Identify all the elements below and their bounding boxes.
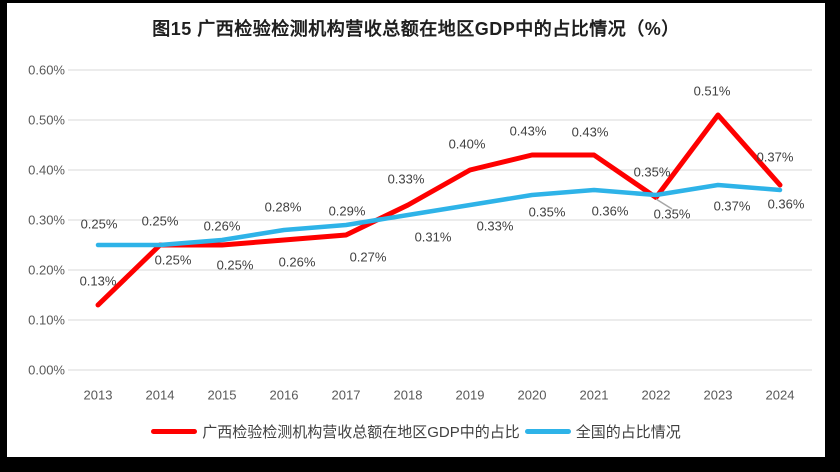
- data-label: 0.33%: [476, 218, 514, 234]
- data-label: 0.25%: [216, 257, 254, 273]
- x-axis-tick-label: 2020: [517, 387, 547, 403]
- y-axis-tick-label: 0.30%: [28, 212, 65, 228]
- y-axis-tick-label: 0.20%: [28, 262, 65, 278]
- x-axis-tick-label: 2019: [455, 387, 485, 403]
- data-label: 0.35%: [633, 164, 671, 180]
- data-label: 0.36%: [767, 196, 805, 212]
- series-line-guangxi: [95, 112, 783, 308]
- data-label: 0.13%: [79, 273, 117, 289]
- line-chart-plot: [68, 69, 812, 371]
- y-axis-tick-label: 0.00%: [28, 362, 65, 378]
- series-line-national: [95, 182, 783, 248]
- x-axis-tick-label: 2018: [393, 387, 423, 403]
- data-label: 0.51%: [693, 83, 731, 99]
- x-axis-tick-label: 2013: [83, 387, 113, 403]
- data-label: 0.40%: [448, 136, 486, 152]
- x-axis-tick-label: 2017: [331, 387, 361, 403]
- data-label: 0.43%: [509, 123, 547, 139]
- chart-panel: 图15 广西检验检测机构营收总额在地区GDP中的占比情况（%） 0.60% 0.5…: [7, 3, 825, 457]
- data-label: 0.25%: [141, 213, 179, 229]
- y-axis-tick-label: 0.50%: [28, 112, 65, 128]
- x-axis-tick-label: 2023: [703, 387, 733, 403]
- data-label: 0.26%: [278, 254, 316, 270]
- data-label: 0.35%: [653, 206, 691, 222]
- data-label: 0.36%: [591, 203, 629, 219]
- legend-label-guangxi: 广西检验检测机构营收总额在地区GDP中的占比: [202, 424, 520, 441]
- data-label: 0.27%: [349, 249, 387, 265]
- label-leader-line: [655, 198, 673, 210]
- legend-swatch-guangxi: [151, 429, 198, 434]
- chart-title: 图15 广西检验检测机构营收总额在地区GDP中的占比情况（%）: [152, 19, 680, 39]
- data-label: 0.33%: [387, 171, 425, 187]
- data-label: 0.35%: [528, 204, 566, 220]
- x-axis-tick-label: 2015: [207, 387, 237, 403]
- data-label: 0.26%: [203, 218, 241, 234]
- data-label: 0.43%: [571, 124, 609, 140]
- data-label: 0.28%: [264, 199, 302, 215]
- x-axis-tick-label: 2014: [145, 387, 175, 403]
- data-label: 0.37%: [756, 149, 794, 165]
- chart-legend: 广西检验检测机构营收总额在地区GDP中的占比 全国的占比情况: [7, 421, 825, 442]
- data-label: 0.37%: [713, 198, 751, 214]
- x-axis-tick-label: 2021: [579, 387, 609, 403]
- data-label: 0.29%: [328, 203, 366, 219]
- y-axis-tick-label: 0.60%: [28, 62, 65, 78]
- x-axis-tick-label: 2024: [765, 387, 795, 403]
- legend-label-national: 全国的占比情况: [575, 424, 681, 441]
- data-label: 0.25%: [80, 216, 118, 232]
- data-label: 0.25%: [154, 252, 192, 268]
- legend-swatch-national: [524, 429, 571, 434]
- y-axis-tick-label: 0.40%: [28, 162, 65, 178]
- x-axis-tick-label: 2016: [269, 387, 299, 403]
- x-axis-tick-label: 2022: [641, 387, 671, 403]
- y-axis-tick-label: 0.10%: [28, 312, 65, 328]
- data-label: 0.31%: [414, 229, 452, 245]
